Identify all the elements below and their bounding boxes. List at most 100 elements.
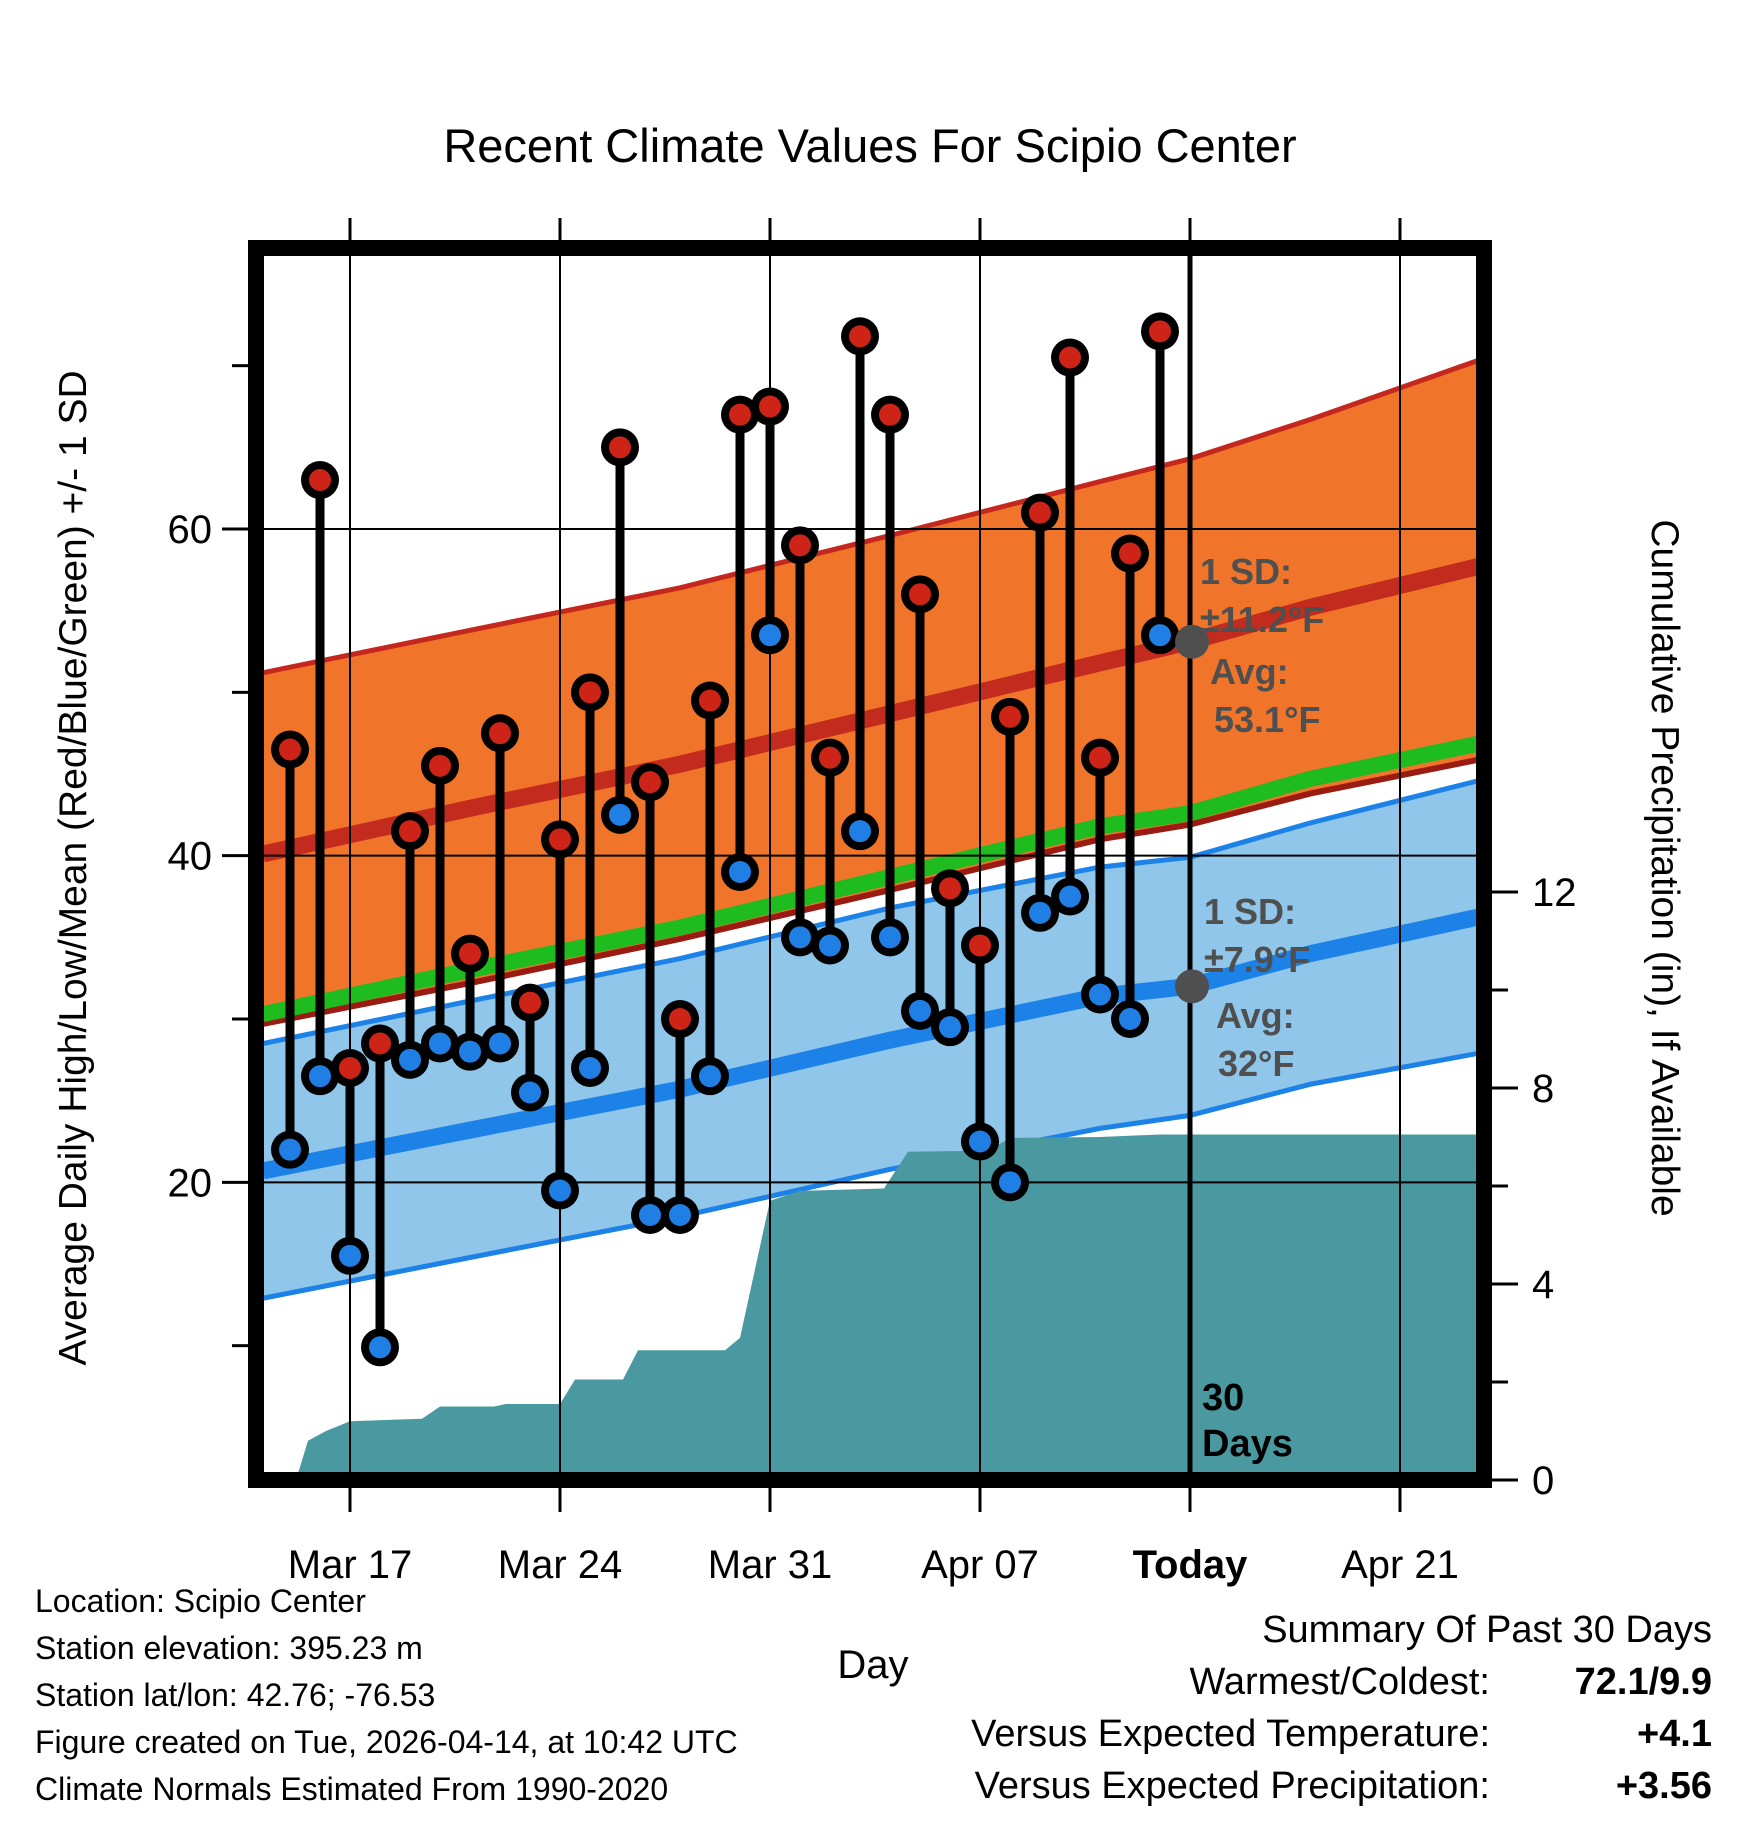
- high-dot: [909, 583, 931, 606]
- low-annotation: 1 SD: ±7.9°F Avg: 32°F: [1204, 891, 1310, 1084]
- summary-vs-precip-label: Versus Expected Precipitation:: [975, 1765, 1490, 1807]
- high-avg-label: Avg:: [1210, 651, 1289, 692]
- y-right-tick-label: 4: [1532, 1263, 1554, 1307]
- low-dot: [819, 934, 841, 957]
- low-dot: [939, 1016, 961, 1039]
- day-stem: [1051, 338, 1089, 916]
- high-dot: [549, 828, 571, 851]
- low-dot: [1119, 1008, 1141, 1030]
- summary-title: Summary Of Past 30 Days: [1262, 1609, 1712, 1651]
- low-dot: [609, 803, 631, 826]
- high-dot: [729, 403, 751, 426]
- low-dot: [729, 861, 751, 884]
- low-dot: [279, 1138, 301, 1161]
- day-stem: [661, 1000, 699, 1234]
- day-stem: [451, 934, 489, 1071]
- day-stem: [961, 926, 999, 1161]
- low-dot: [1029, 901, 1051, 924]
- low-dot: [549, 1179, 571, 1202]
- high-dot: [759, 395, 781, 418]
- footer-location: Location: Scipio Center: [35, 1583, 366, 1619]
- high-band-group: [264, 358, 1476, 1027]
- day-stem: [391, 812, 429, 1079]
- x-axis-title: Day: [837, 1643, 908, 1687]
- low-dot: [489, 1032, 511, 1055]
- y-left-tick-label: 20: [168, 1161, 213, 1205]
- summary-vs-precip-value: +3.56: [1616, 1765, 1712, 1807]
- y-left-tick-label: 40: [168, 835, 213, 879]
- high-sd-label: 1 SD:: [1200, 551, 1292, 592]
- summary-warmest-coldest-label: Warmest/Coldest:: [1189, 1661, 1490, 1703]
- high-band-bottom-edge: [264, 757, 1476, 1027]
- axis-ticks-group: [222, 218, 1518, 1512]
- footer-created: Figure created on Tue, 2026-04-14, at 10…: [35, 1724, 738, 1760]
- high-dot: [429, 754, 451, 777]
- low-band-top-edge: [264, 778, 1476, 1046]
- high-dot: [1119, 542, 1141, 565]
- high-dot: [489, 722, 511, 745]
- high-band-top-edge: [264, 358, 1476, 676]
- axis-ticklabels-group: Mar 17 Mar 24 Mar 31 Apr 07 Today Apr 2120406…: [168, 508, 1577, 1587]
- low-avg-label: Avg:: [1216, 995, 1295, 1036]
- precip-area-group: [296, 1134, 1476, 1480]
- thirty-days-marker: 30 Days: [1202, 1377, 1293, 1465]
- low-dot: [999, 1171, 1021, 1194]
- day-stem: [361, 1024, 399, 1367]
- x-tick-label: Mar 24: [498, 1543, 623, 1587]
- data-stems-group: [271, 312, 1179, 1367]
- day-stem: [751, 387, 789, 655]
- high-avg-value: 53.1°F: [1214, 699, 1320, 740]
- thirty-days-line1: 30: [1202, 1377, 1244, 1419]
- thirty-days-line2: Days: [1202, 1423, 1293, 1465]
- low-dot: [789, 926, 811, 949]
- y-right-tick-label: 8: [1532, 1067, 1554, 1111]
- high-dot: [969, 934, 991, 957]
- high-dot: [579, 681, 601, 704]
- high-dot: [669, 1008, 691, 1030]
- high-dot: [399, 820, 421, 843]
- today-low-avg-dot: [1175, 969, 1209, 1004]
- day-stem: [1021, 493, 1059, 932]
- day-stem: [901, 575, 939, 1030]
- high-dot: [519, 991, 541, 1014]
- x-tick-label: Today: [1133, 1543, 1249, 1587]
- day-stem: [271, 730, 309, 1169]
- day-stem: [481, 714, 519, 1063]
- low-dot: [339, 1244, 361, 1267]
- x-tick-label: Apr 07: [921, 1543, 1039, 1587]
- low-dot: [909, 999, 931, 1022]
- low-dot: [759, 624, 781, 647]
- day-stem: [541, 820, 579, 1210]
- day-stem: [1081, 738, 1119, 1014]
- low-dot: [579, 1056, 601, 1079]
- high-dot: [639, 771, 661, 794]
- low-dot: [459, 1040, 481, 1063]
- today-high-avg-dot: [1175, 624, 1209, 659]
- mean-line: [264, 735, 1476, 1022]
- low-dot: [1089, 983, 1111, 1006]
- y-left-axis-title: Average Daily High/Low/Mean (Red/Blue/Gr…: [52, 370, 95, 1365]
- high-sd-value: ±11.2°F: [1200, 599, 1324, 640]
- footer-elevation: Station elevation: 395.23 m: [35, 1630, 423, 1666]
- high-dot: [1029, 501, 1051, 524]
- day-stem: [1141, 312, 1179, 655]
- day-stem: [991, 697, 1029, 1202]
- day-stem: [331, 1048, 369, 1275]
- x-tick-label: Mar 17: [288, 1543, 413, 1587]
- high-annotation: 1 SD: ±11.2°F Avg: 53.1°F: [1200, 551, 1324, 740]
- high-dot: [819, 746, 841, 769]
- high-dot: [849, 325, 871, 348]
- low-dot: [639, 1203, 661, 1226]
- high-dot: [699, 689, 721, 712]
- high-avg-line: [264, 558, 1476, 863]
- day-stem: [721, 395, 759, 892]
- low-avg-line: [264, 908, 1476, 1180]
- low-dot: [849, 820, 871, 843]
- day-stem: [631, 763, 669, 1234]
- summary-warmest-coldest-value: 72.1/9.9: [1575, 1661, 1712, 1703]
- high-dot: [1089, 746, 1111, 769]
- summary-block: Summary Of Past 30 Days Warmest/Coldest:…: [971, 1609, 1712, 1807]
- day-stem: [841, 317, 879, 851]
- x-tick-label: Apr 21: [1341, 1543, 1459, 1587]
